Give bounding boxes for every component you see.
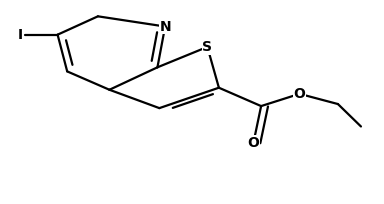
Text: N: N (159, 20, 171, 33)
Text: O: O (248, 136, 259, 150)
Text: S: S (202, 40, 212, 54)
Text: I: I (17, 28, 23, 42)
Text: O: O (294, 87, 305, 101)
